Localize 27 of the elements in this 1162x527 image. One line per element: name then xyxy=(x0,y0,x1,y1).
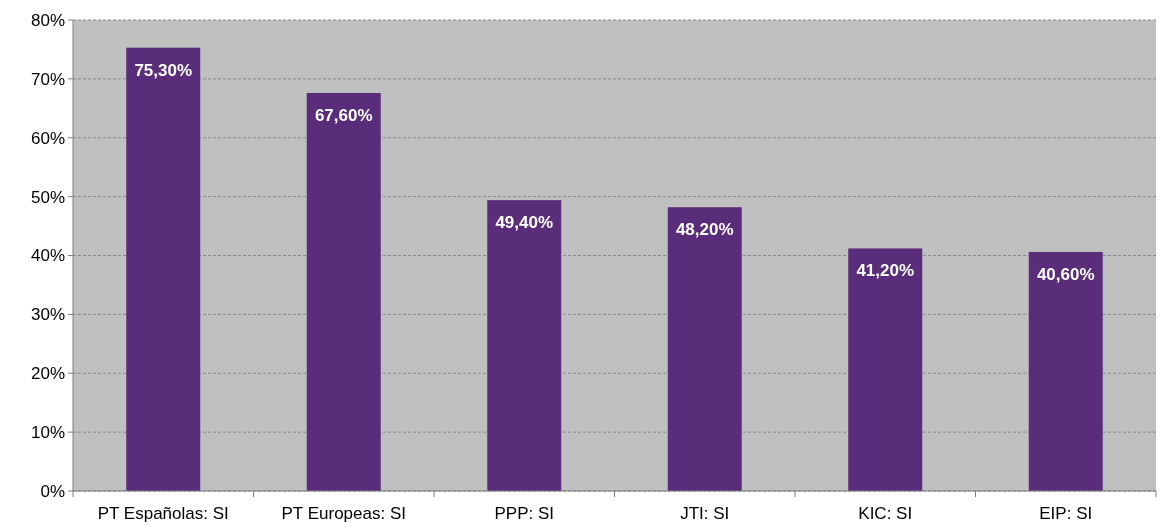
bar xyxy=(306,93,381,491)
bar xyxy=(667,207,742,491)
y-tick-label: 10% xyxy=(30,423,65,443)
x-tick-label: KIC: SI xyxy=(858,504,913,523)
x-tick-label: PT Españolas: SI xyxy=(97,504,229,523)
y-tick-label: 0% xyxy=(40,481,65,501)
y-tick-label: 40% xyxy=(30,246,65,266)
bar xyxy=(487,200,562,491)
bar xyxy=(848,248,923,491)
bar xyxy=(126,47,201,491)
data-label: 40,60% xyxy=(1036,264,1095,284)
data-label: 75,30% xyxy=(134,60,193,80)
bar xyxy=(1028,251,1103,491)
y-tick-label: 80% xyxy=(30,10,65,30)
y-tick-label: 60% xyxy=(30,128,65,148)
data-label: 48,20% xyxy=(675,220,734,240)
x-tick-label: EIP: SI xyxy=(1039,504,1093,523)
x-tick-label: PPP: SI xyxy=(494,504,555,523)
y-tick-label: 50% xyxy=(30,187,65,207)
y-tick-label: 70% xyxy=(30,69,65,89)
y-tick-label: 20% xyxy=(30,364,65,384)
y-tick-label: 30% xyxy=(30,305,65,325)
x-tick-label: PT Europeas: SI xyxy=(281,504,406,523)
x-tick-label: JTI: SI xyxy=(680,504,730,523)
data-label: 49,40% xyxy=(495,213,554,233)
data-label: 41,20% xyxy=(856,261,915,281)
data-label: 67,60% xyxy=(314,106,373,125)
